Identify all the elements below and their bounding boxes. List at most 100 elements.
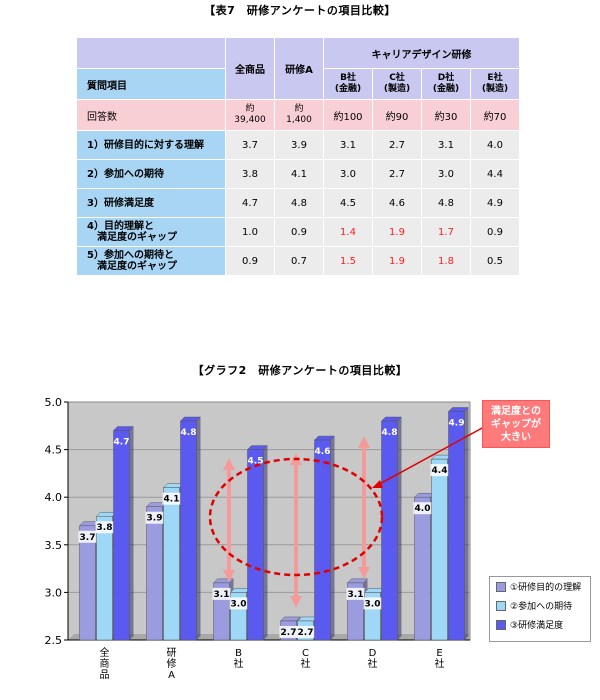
header-company-c: C社 (製造) <box>372 68 422 100</box>
y-tick-label: 4.0 <box>45 491 63 504</box>
bar <box>431 458 448 641</box>
data-label-bg <box>430 464 449 477</box>
data-label: 3.1 <box>214 590 230 600</box>
y-tick-label: 2.5 <box>45 634 63 647</box>
graph-title: 【グラフ2 研修アンケートの項目比較】 <box>192 364 408 377</box>
bar <box>247 449 264 641</box>
x-tick-label: D <box>369 648 377 659</box>
data-label: 2.7 <box>281 628 297 638</box>
x-tick-label: 社 <box>301 657 311 670</box>
legend-label: ①研修目的の理解 <box>510 583 582 593</box>
table-cell: 4.8 <box>274 188 324 218</box>
table-cell: 4.5 <box>323 188 373 218</box>
data-label: 4.6 <box>315 447 331 457</box>
header-company-b: B社 (金融) <box>323 68 373 100</box>
table-cell: 1.5 <box>323 246 373 276</box>
x-tick-label: 品 <box>100 669 110 681</box>
legend-swatch <box>496 600 506 611</box>
responses-all: 約 39,400 <box>225 99 275 131</box>
bar <box>314 439 331 641</box>
data-label: 4.5 <box>248 457 264 467</box>
legend-label: ③研修満足度 <box>510 621 564 631</box>
responses-label: 回答数 <box>76 99 226 131</box>
data-label: 4.8 <box>181 428 197 438</box>
table-cell: 4.1 <box>274 159 324 189</box>
table-cell: 2.7 <box>372 159 422 189</box>
table-cell: 1.7 <box>421 217 471 247</box>
bar <box>180 420 197 641</box>
bar-side <box>330 436 335 640</box>
callout-pointer-head <box>372 480 383 488</box>
data-label-bg <box>279 625 298 638</box>
table-cell: 0.7 <box>274 246 324 276</box>
gap-arrow-head <box>358 436 370 448</box>
x-tick-label: 社 <box>435 657 445 670</box>
bar-chart: 2.5 3.0 3.5 4.0 4.5 5.0 3.7 3.9 3.1 2.7 3.1 4.0 3.8 4… <box>45 396 485 681</box>
data-label-bg <box>78 530 97 543</box>
bar-side <box>464 407 469 640</box>
bar-side <box>196 417 201 640</box>
header-question-item: 質問項目 <box>76 68 226 100</box>
row-label: 2）参加への期待 <box>76 159 226 189</box>
bar <box>448 411 465 641</box>
table-row: 1）研修目的に対する理解 3.7 3.9 3.1 2.7 3.1 4.0 <box>76 130 520 160</box>
bar <box>96 515 113 641</box>
y-tick-label: 5.0 <box>45 396 63 409</box>
header-company-d: D社 (金融) <box>421 68 471 100</box>
responses-b: 約100 <box>323 99 373 131</box>
table-cell: 0.9 <box>274 217 324 247</box>
header-all-products: 全商品 <box>225 37 275 100</box>
bar-side <box>263 445 268 640</box>
bar <box>414 496 431 641</box>
data-label: 3.7 <box>80 533 96 543</box>
table-cell: 3.0 <box>421 159 471 189</box>
gap-arrow-head <box>223 458 235 470</box>
table-cell: 1.4 <box>323 217 373 247</box>
plot-area <box>67 401 471 641</box>
gap-arrow-head <box>358 567 370 579</box>
table-cell: 3.8 <box>225 159 275 189</box>
legend-item: ③研修満足度 <box>490 615 590 634</box>
data-label: 4.0 <box>415 504 431 514</box>
y-tick-label: 4.5 <box>45 444 63 457</box>
data-label-bg <box>413 502 432 515</box>
responses-c: 約90 <box>372 99 422 131</box>
row-label: 3）研修満足度 <box>76 188 226 218</box>
data-label: 4.8 <box>382 428 398 438</box>
chart-legend: ①研修目的の理解 ②参加への期待 ③研修満足度 <box>489 576 591 642</box>
data-label: 3.0 <box>231 599 247 609</box>
table-cell: 1.9 <box>372 246 422 276</box>
table-cell: 3.9 <box>274 130 324 160</box>
callout-line-1: 満足度との <box>491 406 541 417</box>
data-label-bg <box>95 521 114 534</box>
row-label: 1）研修目的に対する理解 <box>76 130 226 160</box>
data-label: 2.7 <box>298 628 314 638</box>
row-label: 4）目的理解と 満足度のギャップ <box>76 217 226 247</box>
gap-arrow-head <box>290 596 302 608</box>
header-blank <box>76 37 226 69</box>
legend-swatch <box>496 581 506 592</box>
table-cell: 3.1 <box>323 130 373 160</box>
bar-side <box>397 417 402 640</box>
table-cell: 4.4 <box>470 159 520 189</box>
responses-e: 約70 <box>470 99 520 131</box>
x-tick-label: E <box>436 648 442 659</box>
header-company-e: E社 (製造) <box>470 68 520 100</box>
table-row-responses: 回答数 約 39,400 約 1,400 約100 約90 約30 約70 <box>76 99 520 131</box>
table-cell: 4.0 <box>470 130 520 160</box>
responses-a: 約 1,400 <box>274 99 324 131</box>
header-course-a: 研修A <box>274 37 324 100</box>
data-label: 4.4 <box>432 466 448 476</box>
table-title: 【表7 研修アンケートの項目比較】 <box>204 4 396 17</box>
x-tick-label: 商 <box>100 657 110 670</box>
table-cell: 3.0 <box>323 159 373 189</box>
callout-line-2: ギャップが <box>491 419 541 430</box>
row-label: 5）参加への期待と 満足度のギャップ <box>76 246 226 276</box>
legend-label: ②参加への期待 <box>510 602 573 612</box>
callout-pointer <box>375 426 485 487</box>
table-cell: 0.5 <box>470 246 520 276</box>
table-cell: 2.7 <box>372 130 422 160</box>
table-cell: 3.7 <box>225 130 275 160</box>
legend-swatch <box>496 619 506 630</box>
responses-d: 約30 <box>421 99 471 131</box>
